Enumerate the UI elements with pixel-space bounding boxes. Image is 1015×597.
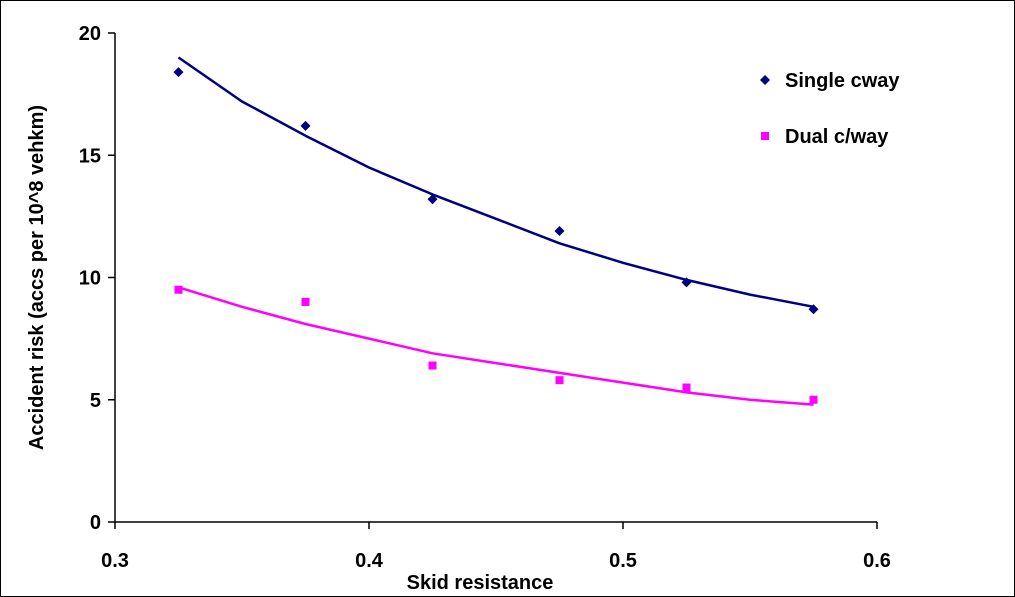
trendlines (177, 56, 814, 406)
y-axis-title: Accident risk (accs per 10^8 vehkm) (26, 105, 48, 450)
data-point-series-1 (808, 304, 819, 315)
data-points (173, 67, 819, 404)
data-point-series-2 (428, 361, 437, 370)
x-tick-label: 0.6 (863, 550, 891, 572)
x-tick-label: 0.3 (101, 550, 129, 572)
trendline-series-2 (178, 286, 814, 406)
y-tick-label: 0 (90, 512, 101, 534)
data-point-series-2 (301, 297, 310, 306)
y-tick-label: 20 (79, 23, 101, 45)
data-point-series-1 (681, 277, 692, 288)
data-point-series-1 (300, 120, 311, 131)
x-tick-label: 0.5 (609, 550, 637, 572)
data-point-series-1 (427, 194, 438, 205)
legend-label-series-1: Single cway (785, 70, 900, 92)
legend-marker-series-1 (760, 75, 770, 85)
x-tick-label: 0.4 (355, 550, 384, 572)
legend-label-series-2: Dual c/way (785, 126, 889, 148)
data-point-series-2 (174, 285, 183, 294)
x-axis-title: Skid resistance (407, 572, 554, 594)
data-point-series-1 (173, 67, 184, 78)
data-point-series-1 (554, 226, 565, 237)
axes: 0 5 10 15 20 0.3 0.4 0.5 0.6 (79, 23, 891, 572)
y-tick-label: 10 (79, 268, 101, 290)
data-point-series-2 (682, 383, 691, 392)
trendline-series-1 (177, 56, 814, 309)
legend-marker-series-2 (761, 132, 769, 140)
data-point-series-2 (809, 395, 818, 404)
y-tick-label: 15 (79, 145, 101, 167)
data-point-series-2 (555, 376, 564, 385)
y-tick-label: 5 (90, 390, 101, 412)
legend: Single cway Dual c/way (760, 70, 900, 148)
